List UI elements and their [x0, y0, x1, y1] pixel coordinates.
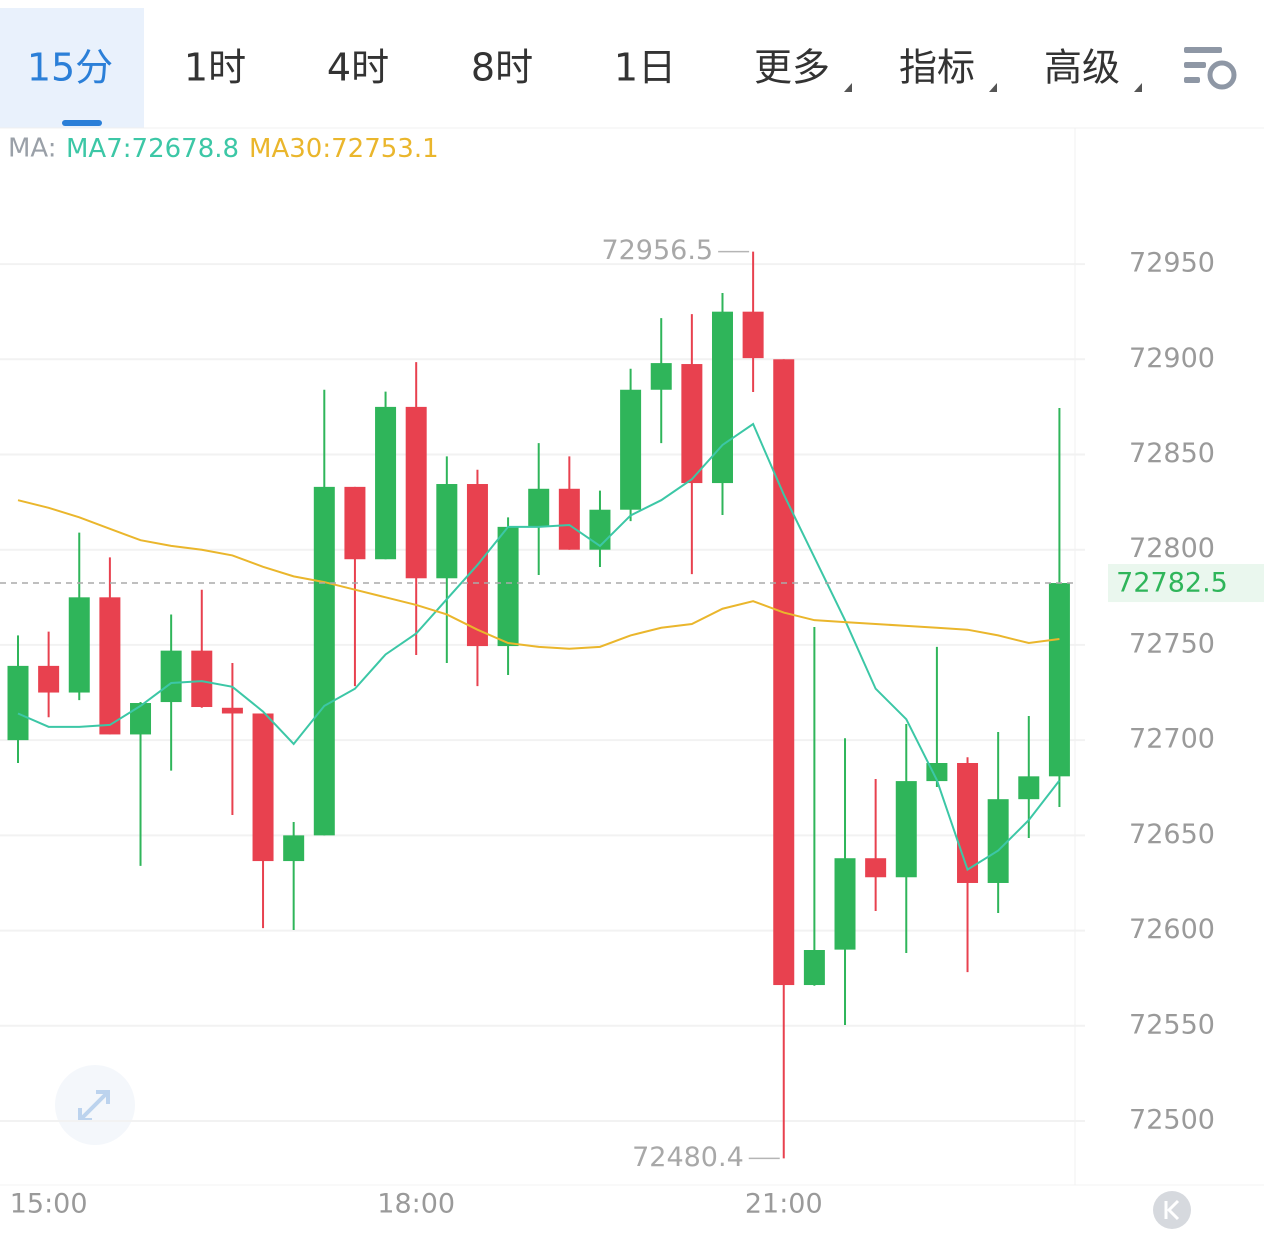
expand-icon: [78, 1090, 110, 1122]
x-tick-label: 15:00: [10, 1189, 88, 1220]
candle-body: [834, 858, 856, 950]
ma-prefix: MA:: [8, 134, 57, 164]
y-tick-label: 72650: [1129, 819, 1215, 850]
candle-body: [528, 488, 550, 527]
candle-body: [711, 311, 733, 484]
ma-line: [17, 499, 1060, 650]
candle-body: [1048, 583, 1070, 777]
candle-body: [252, 713, 274, 862]
y-tick-label: 72900: [1129, 343, 1215, 374]
candle-body: [1018, 776, 1040, 800]
candle-body: [7, 665, 29, 741]
y-tick-label: 72750: [1129, 628, 1215, 659]
legend-entry: MA7:72678.8: [66, 134, 239, 164]
icon-bar: [1184, 77, 1200, 83]
candle-body: [650, 363, 672, 390]
candle-body: [865, 858, 887, 878]
y-tick-label: 72550: [1129, 1009, 1215, 1040]
y-tick-label: 72850: [1129, 438, 1215, 469]
candle-body: [283, 835, 305, 862]
candle-body: [681, 364, 703, 484]
y-tick-label: 72800: [1129, 533, 1215, 564]
icon-bar: [1184, 47, 1222, 53]
current-price-bg: [1108, 564, 1264, 603]
candle-body: [773, 359, 795, 986]
candle-body: [344, 486, 366, 560]
legend-entry: MA30:72753.1: [249, 134, 439, 164]
candle-body: [38, 665, 60, 693]
icon-gear: [1207, 60, 1237, 90]
dropdown-arrow: [844, 83, 852, 92]
candle-body: [987, 799, 1009, 883]
candle-body: [313, 486, 335, 836]
candle-body: [803, 950, 825, 986]
tab[interactable]: 高级: [1044, 46, 1120, 90]
candle-body: [558, 488, 580, 550]
ma-legend: MA7:72678.8 MA30:72753.1: [66, 134, 439, 164]
candle-body: [221, 707, 243, 714]
candle-body: [99, 597, 121, 735]
x-tick-label: 18:00: [377, 1189, 455, 1220]
candle-body: [497, 526, 519, 647]
ma-line: [17, 422, 1061, 872]
y-tick-label: 72950: [1129, 248, 1215, 279]
expand-button[interactable]: [55, 1065, 135, 1145]
tab[interactable]: 1时: [184, 46, 246, 90]
current-price-label: 72782.5: [1116, 568, 1228, 599]
x-tick-label: 21:00: [745, 1189, 823, 1220]
candle-body: [191, 650, 213, 708]
y-tick-label: 72700: [1129, 724, 1215, 755]
tab[interactable]: 8时: [471, 46, 533, 90]
candle-body: [68, 597, 90, 693]
low-label: 72480.4: [632, 1142, 744, 1173]
tab[interactable]: 更多: [754, 46, 830, 90]
y-tick-label: 72500: [1129, 1105, 1215, 1136]
back-icon: [1164, 1199, 1180, 1221]
candle-body: [405, 406, 427, 579]
dropdown-arrow: [1134, 83, 1142, 92]
tab[interactable]: 15分: [27, 46, 113, 90]
candle-body: [436, 484, 458, 579]
candle-body: [620, 389, 642, 510]
tab[interactable]: 4时: [327, 46, 389, 90]
y-tick-label: 72600: [1129, 914, 1215, 945]
candle-body: [742, 311, 764, 359]
candle-body: [160, 650, 182, 703]
tab[interactable]: 1日: [614, 46, 676, 90]
candle-body: [895, 781, 917, 878]
candle-body: [375, 406, 397, 560]
icon-bar: [1184, 62, 1206, 68]
candle-body: [589, 509, 611, 550]
active-tab-indicator: [62, 120, 102, 126]
candle-body: [130, 703, 152, 735]
back-bg: [1153, 1191, 1191, 1229]
back-button[interactable]: [1153, 1191, 1191, 1229]
active-tab-bg: [0, 8, 144, 128]
tab[interactable]: 指标: [899, 46, 975, 90]
settings-icon[interactable]: [1184, 47, 1237, 90]
high-label: 72956.5: [601, 235, 713, 266]
dropdown-arrow: [989, 83, 997, 92]
